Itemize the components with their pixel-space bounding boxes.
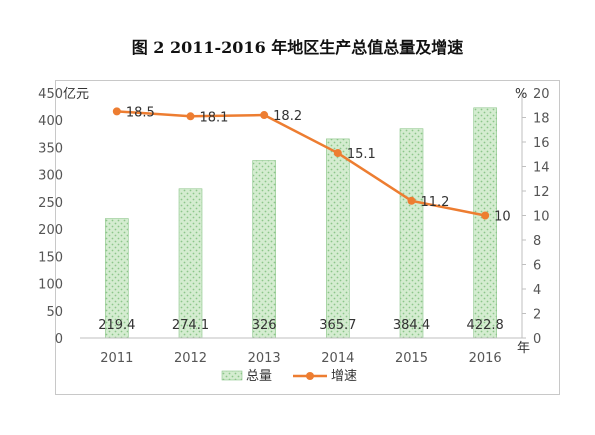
x-axis-unit: 年 (517, 341, 530, 356)
left-tick-label: 450 (38, 87, 63, 102)
bar (252, 160, 276, 339)
x-axis: 2011 2012 2013 2014 2015 2016 年 (80, 337, 530, 366)
right-tick-label: 12 (533, 185, 550, 200)
right-tick-label: 18 (533, 112, 550, 127)
left-tick-label: 300 (38, 169, 63, 184)
right-axis-unit: % (515, 87, 527, 102)
growth-value-label: 15.1 (347, 147, 376, 162)
right-tick-label: 16 (533, 136, 550, 151)
left-axis-unit: 亿元 (63, 87, 89, 102)
growth-point (407, 196, 416, 205)
bar-value-label: 384.4 (393, 318, 430, 333)
growth-line (116, 110, 486, 217)
left-tick-label: 250 (38, 196, 63, 211)
left-tick-label: 150 (38, 250, 63, 265)
legend-bar-swatch (221, 370, 243, 381)
x-tick-label: 2011 (100, 351, 133, 366)
growth-point (112, 107, 121, 116)
legend-line-marker (306, 372, 314, 380)
growth-point (186, 112, 195, 121)
bar-value-label: 365.7 (319, 318, 356, 333)
growth-point (333, 149, 342, 158)
right-tick-label: 14 (533, 161, 550, 176)
growth-value-label: 10 (494, 210, 511, 225)
left-tick-label: 0 (55, 332, 63, 347)
left-axis: 0 50 100 150 200 250 300 350 400 450 亿元 (38, 87, 89, 347)
growth-value-label: 11.2 (421, 195, 450, 210)
right-tick-label: 4 (533, 283, 541, 298)
legend: 总量 增速 (221, 369, 357, 384)
right-tick-label: 2 (533, 308, 541, 323)
x-tick-label: 2016 (469, 351, 502, 366)
right-tick-label: 0 (533, 332, 541, 347)
left-tick-label: 100 (38, 278, 63, 293)
x-tick-label: 2014 (321, 351, 354, 366)
growth-value-label: 18.2 (273, 109, 302, 124)
left-tick-label: 350 (38, 141, 63, 156)
legend-bar-label: 总量 (246, 369, 272, 384)
x-tick-label: 2013 (248, 351, 281, 366)
bar (178, 188, 203, 339)
left-tick-label: 200 (38, 223, 63, 238)
bar-series: 219.4 274.1 326 365.7 384.4 422.8 (98, 107, 504, 339)
bar (399, 128, 424, 339)
legend-line-label: 增速 (331, 369, 357, 384)
right-tick-label: 8 (533, 234, 541, 249)
right-tick-label: 10 (533, 210, 550, 225)
left-tick-label: 50 (46, 305, 63, 320)
bar-value-label: 274.1 (172, 318, 209, 333)
bar-value-label: 326 (252, 318, 277, 333)
left-tick-label: 400 (38, 114, 63, 129)
right-tick-label: 20 (533, 87, 550, 102)
bar-value-label: 422.8 (467, 318, 504, 333)
growth-value-label: 18.1 (200, 110, 229, 125)
bar-value-label: 219.4 (98, 318, 135, 333)
chart-frame (55, 80, 560, 395)
bar (326, 138, 350, 339)
x-tick-label: 2015 (395, 351, 428, 366)
line-series: 18.5 18.1 18.2 15.1 11.2 10 (112, 105, 511, 225)
right-tick-label: 6 (533, 259, 541, 274)
growth-point (260, 111, 269, 120)
chart-title: 图 2 2011-2016 年地区生产总值总量及增速 (131, 38, 464, 57)
right-axis: 0 2 4 6 8 10 12 14 16 18 20% (515, 87, 550, 347)
growth-point (481, 211, 490, 220)
x-tick-label: 2012 (174, 351, 207, 366)
growth-value-label: 18.5 (126, 105, 155, 120)
